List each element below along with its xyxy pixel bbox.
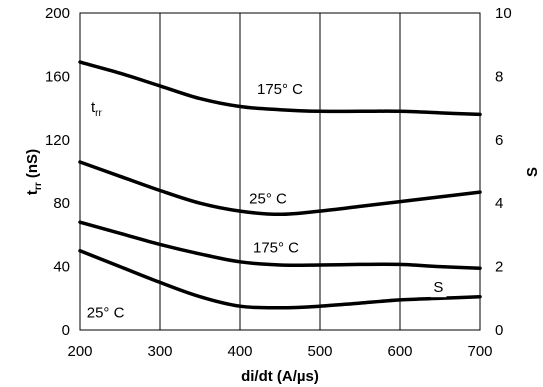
series-line-3 — [78, 220, 482, 270]
annotations: 175° C 25° C 175° C 25° C S — [83, 80, 447, 323]
annotation-bg-3 — [249, 238, 303, 258]
series-line-4 — [78, 249, 482, 310]
y-right-tick-0: 0 — [495, 322, 503, 339]
y-left-tick-200: 200 — [45, 5, 70, 22]
y-left-axis-title-rest: (nS) — [24, 149, 41, 182]
y-left-axis-title-main: t — [24, 190, 41, 195]
trr-series-label: trr — [91, 99, 103, 119]
annotation-text-1: 175° C — [257, 81, 303, 98]
annotation-bg-5 — [430, 278, 447, 298]
y-right-tick-4: 4 — [495, 195, 503, 212]
annotation-bg-1 — [253, 80, 307, 100]
annotation-4: 25° C — [83, 303, 128, 323]
y-left-axis-title-sub: rr — [33, 182, 44, 190]
x-tick-400: 400 — [227, 343, 252, 360]
annotation-text-3: 175° C — [253, 240, 299, 257]
annotation-text-5: S — [433, 279, 443, 296]
x-tick-200: 200 — [67, 343, 92, 360]
y-left-axis-title: trr (nS) — [24, 149, 44, 195]
annotation-5: S — [430, 278, 447, 298]
y-left-tick-0: 0 — [62, 322, 70, 339]
y-left-tick-80: 80 — [53, 195, 70, 212]
series-line-2 — [78, 160, 482, 217]
y-right-tick-2: 2 — [495, 259, 503, 276]
x-tick-300: 300 — [147, 343, 172, 360]
y-right-tick-10: 10 — [495, 5, 512, 22]
x-tick-labels: 200 300 400 500 600 700 — [67, 343, 492, 360]
y-left-tick-160: 160 — [45, 68, 70, 85]
y-left-tick-labels: 0 40 80 120 160 200 — [45, 5, 70, 339]
y-right-tick-labels: 0 2 4 6 8 10 — [495, 5, 512, 339]
series-line-1 — [78, 60, 482, 117]
annotation-2: 25° C — [246, 189, 291, 209]
trr-series-label-main: t — [91, 99, 96, 116]
x-tick-500: 500 — [307, 343, 332, 360]
plot-frame — [79, 12, 481, 331]
annotation-bg-4 — [83, 303, 128, 323]
x-axis-title: di/dt (A/µs) — [241, 368, 319, 385]
y-left-tick-120: 120 — [45, 132, 70, 149]
annotation-text-2: 25° C — [249, 190, 287, 207]
grid-lines — [159, 13, 401, 330]
x-tick-600: 600 — [387, 343, 412, 360]
annotation-1: 175° C — [253, 80, 307, 100]
annotation-3: 175° C — [249, 238, 303, 258]
trr-series-label-sub: rr — [95, 108, 102, 119]
series-group — [78, 60, 482, 310]
annotation-text-4: 25° C — [87, 305, 125, 322]
y-right-axis-title: S — [524, 167, 541, 177]
annotation-bg-2 — [246, 189, 291, 209]
y-left-tick-40: 40 — [53, 259, 70, 276]
x-tick-700: 700 — [467, 343, 492, 360]
y-right-tick-8: 8 — [495, 68, 503, 85]
y-right-tick-6: 6 — [495, 132, 503, 149]
